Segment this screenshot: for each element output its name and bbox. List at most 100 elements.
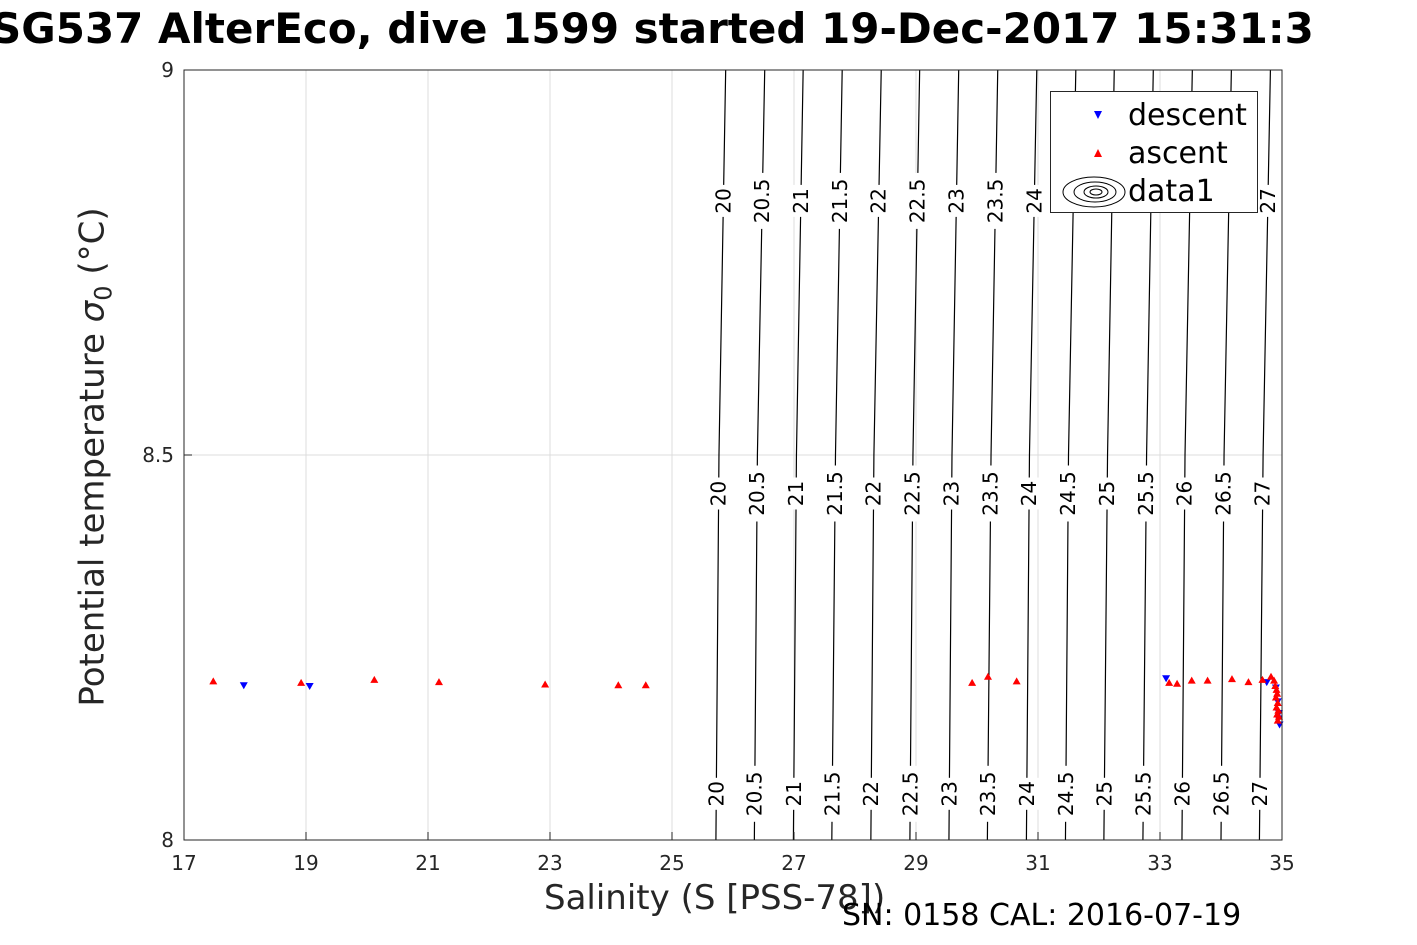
legend-label-data1: data1 [1128,174,1215,209]
contour-label: 20 [704,781,728,806]
contour-label-bg [704,777,729,810]
contour-label: 23.5 [979,471,1003,516]
ascent-point [1203,676,1212,684]
contour-label-bg [1014,777,1039,810]
contour-label-bg [827,172,852,229]
ascent-point [297,678,306,686]
ascent-point [1267,672,1276,680]
y-axis-label-unit: (°C) [72,207,113,286]
contour-label: 20.5 [743,772,767,817]
x-tick-label: 29 [903,851,928,875]
contour-ellipses-icon [1062,176,1126,208]
chart-title: SG537 AlterEco, dive 1599 started 19-Dec… [0,4,1314,53]
contour-label-bg [900,465,925,522]
contour-label: 27 [1248,781,1272,806]
x-tick-label: 21 [415,851,440,875]
y-axis-label-subscript: 0 [89,285,118,301]
ascent-point [1244,678,1253,686]
contour-label-bg [1172,477,1197,510]
ascent-point [1187,676,1196,684]
contour-label-bg [742,765,767,822]
contour-label: 23 [944,188,968,213]
contour-label-bg [711,184,736,217]
legend-label-descent: descent [1128,98,1247,133]
y-tick-label: 8.5 [142,443,174,467]
ascent-point [1271,693,1280,701]
contour-label-bg [1211,465,1236,522]
contour-label: 23 [940,481,964,506]
ascent-point [541,680,550,688]
legend-item-data1: data1 [1051,173,1257,209]
contour-label-bg [937,777,962,810]
contour-label: 22 [867,188,891,213]
contour-label: 21.5 [823,471,847,516]
contour-label-bg [1247,777,1272,810]
contour-label: 26.5 [1209,772,1233,817]
contour-label-bg [1092,777,1117,810]
contour-label-bg [823,465,848,522]
y-axis-label-sigma: σ [72,300,113,323]
contour-label-bg [1053,765,1078,822]
contour-label-bg [866,184,891,217]
contour-label: 25.5 [1134,471,1158,516]
legend-item-descent: descent [1051,97,1257,133]
contour-label-bg [820,765,845,822]
contour-label: 26 [1170,781,1194,806]
contour-label: 27 [1251,481,1275,506]
x-tick-label: 23 [537,851,562,875]
descent-point [239,682,248,690]
contour-label-bg [1170,777,1195,810]
ascent-point [1272,685,1281,693]
contour-label-bg [1250,477,1275,510]
contour-label: 23.5 [976,772,1000,817]
contour-label: 21 [782,781,806,806]
contour-label: 23 [937,781,961,806]
contour-label: 20.5 [750,179,774,224]
descent-marker-icon [1094,111,1102,119]
x-axis-label: Salinity (S [PSS-78]) [544,878,886,918]
ascent-point [1165,678,1174,686]
ascent-point [1012,677,1021,685]
contour-label: 20 [707,481,731,506]
ascent-point [1258,675,1267,683]
x-tick-label: 27 [781,851,806,875]
contour-label: 20 [711,188,735,213]
contour-label-bg [1209,765,1234,822]
y-axis-label-main: Potential temperature [72,322,113,707]
contour-label-bg [1134,465,1159,522]
contour-label-bg [1017,477,1042,510]
x-tick-label: 19 [293,851,318,875]
ascent-point [370,675,379,683]
contour-label-bg [1131,765,1156,822]
contour-label-bg [745,465,770,522]
contour-label-bg [861,477,886,510]
contour-label-bg [898,765,923,822]
contour-label: 25 [1095,481,1119,506]
ascent-point [614,681,623,689]
contour-label: 21.5 [828,179,852,224]
contour-label: 22 [859,781,883,806]
contour-label: 22 [862,481,886,506]
contour-label: 21 [789,188,813,213]
contour-label-bg [905,172,930,229]
calibration-footer: SN: 0158 CAL: 2016-07-19 [842,898,1242,933]
contour-label-bg [706,477,731,510]
legend-item-ascent: ascent [1051,135,1257,171]
ascent-point [1227,675,1236,683]
ascent-marker-icon [1094,149,1102,157]
contour-label: 24 [1017,481,1041,506]
ascent-point [1273,716,1282,724]
x-tick-label: 35 [1269,851,1294,875]
ascent-point [209,677,218,685]
contour-label-bg [983,172,1008,229]
descent-point [1162,675,1171,683]
contour-label-bg [1022,184,1047,217]
ascent-point [1270,676,1279,684]
descent-point [305,683,314,690]
legend-label-ascent: ascent [1128,136,1228,171]
contour-label-bg [784,477,809,510]
contour-label-bg [1095,477,1120,510]
contour-label: 21 [784,481,808,506]
contour-label: 21.5 [820,772,844,817]
